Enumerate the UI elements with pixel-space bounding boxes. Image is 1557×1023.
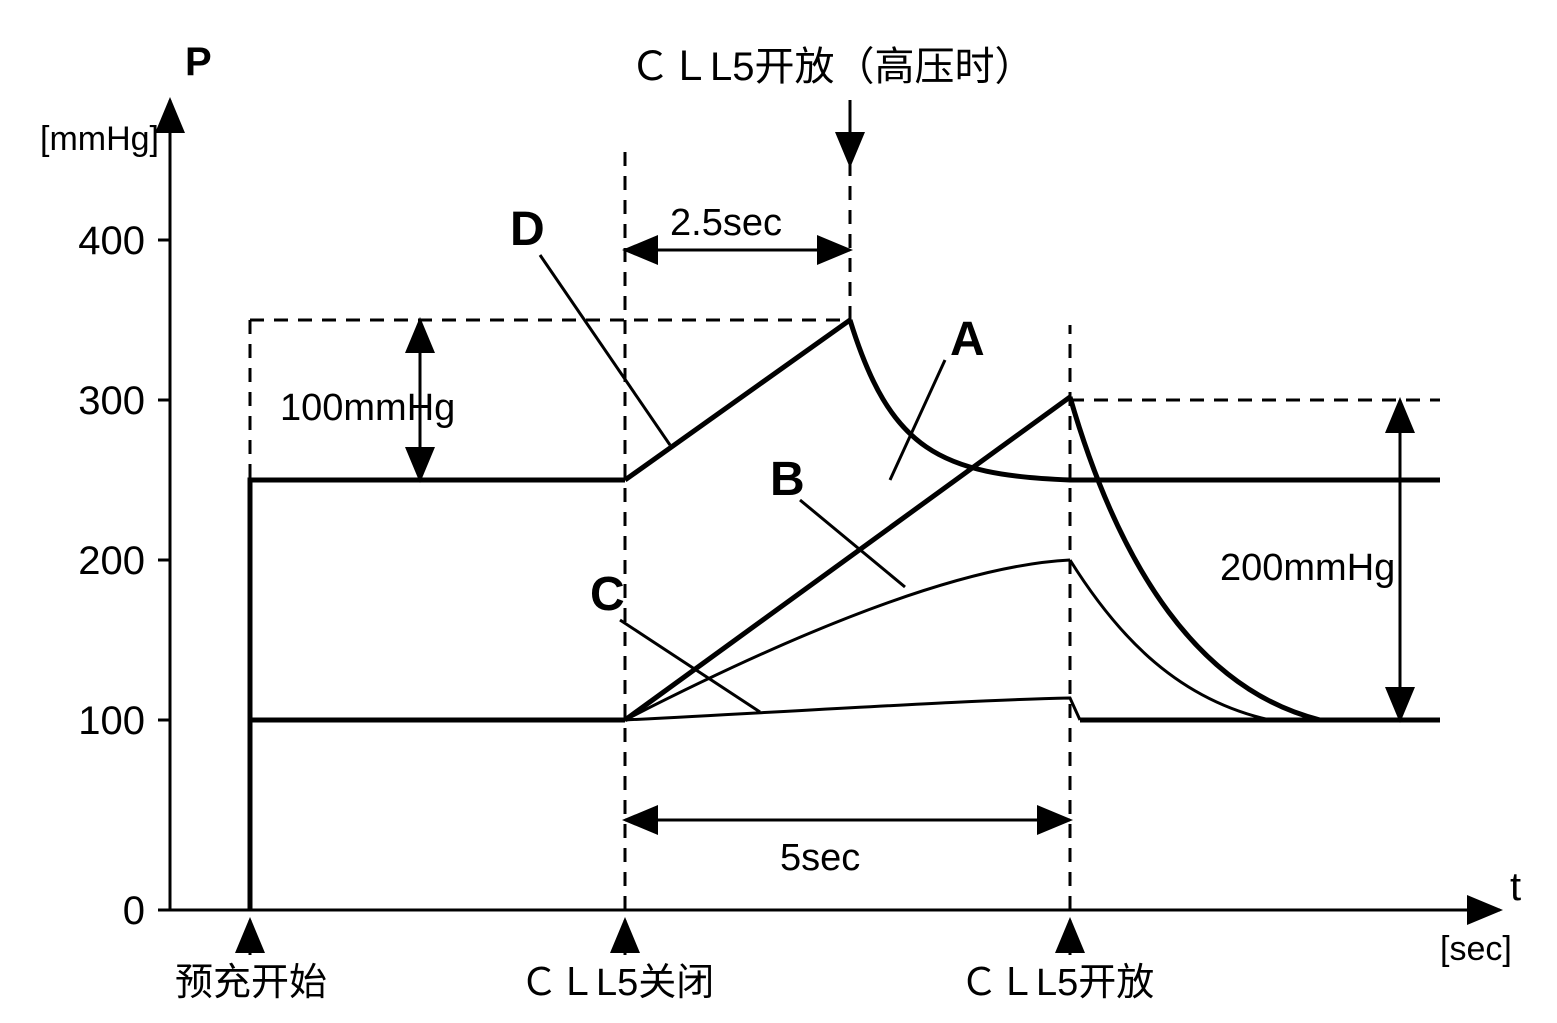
curve-A_rise: [625, 397, 1070, 720]
y-axis-label: P: [185, 40, 212, 84]
label-A: A: [950, 313, 985, 366]
svg-text:400: 400: [78, 219, 145, 263]
curve-D_rise: [625, 320, 850, 480]
label-B: B: [770, 453, 805, 506]
svg-text:200: 200: [78, 539, 145, 583]
event-labels: 预充开始ＣＬL5关闭ＣＬL5开放ＣＬL5开放（高压时）: [175, 45, 1154, 1003]
svg-text:0: 0: [123, 889, 145, 933]
pressure-time-chart: 0 100 200 300 400 P [mmHg] t [sec] 100mmHg 20…: [20, 20, 1557, 1003]
svg-text:5sec: 5sec: [780, 837, 860, 879]
curve-D_upper_flat: [250, 480, 625, 910]
ev-open-hp: ＣＬL5开放（高压时）: [630, 45, 1035, 89]
dimension-annotations: 100mmHg 200mmHg 2.5sec 5sec: [280, 202, 1400, 879]
x-axis-label: t: [1510, 865, 1521, 909]
axes: [170, 100, 1500, 910]
label-D: D: [510, 203, 545, 256]
svg-text:2.5sec: 2.5sec: [670, 202, 782, 244]
svg-text:200mmHg: 200mmHg: [1220, 547, 1395, 589]
svg-text:300: 300: [78, 379, 145, 423]
curve-B_rise: [625, 560, 1070, 720]
y-axis-unit: [mmHg]: [40, 120, 159, 158]
curve-C_lower_flat: [250, 720, 625, 910]
curve-C_rise: [625, 698, 1080, 720]
label-C: C: [590, 568, 625, 621]
svg-text:100mmHg: 100mmHg: [280, 387, 455, 429]
y-axis-ticks: 0 100 200 300 400: [78, 219, 170, 933]
reference-lines: [250, 150, 1440, 910]
svg-text:100: 100: [78, 699, 145, 743]
x-axis-unit: [sec]: [1440, 930, 1512, 968]
series-labels: D A B C: [510, 203, 985, 712]
